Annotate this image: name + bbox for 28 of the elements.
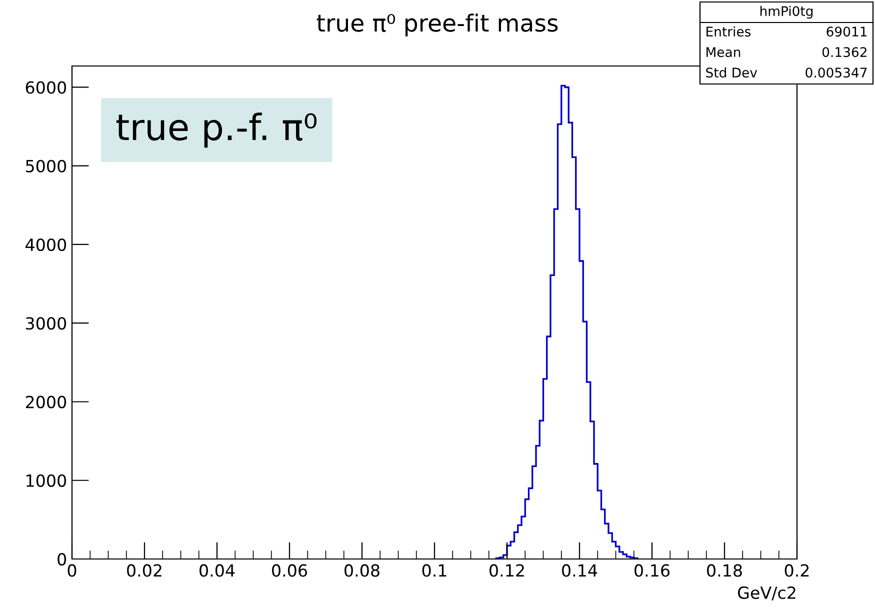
annotation: true p.-f. π⁰ <box>116 112 317 148</box>
y-tick-label: 0 <box>58 552 66 566</box>
x-tick-label: 0.04 <box>200 564 235 577</box>
y-tick-label: 3000 <box>26 317 66 330</box>
y-tick-label: 2000 <box>26 396 66 408</box>
text: 0.1362 <box>822 47 866 58</box>
text: hmPi0tg <box>760 6 813 19</box>
x-tick-label: 0.12 <box>490 564 524 577</box>
x-tick-label: 0.08 <box>344 564 380 577</box>
y-tick-label: 5000 <box>26 160 66 172</box>
x-tick-label: 0.18 <box>707 564 742 577</box>
y-tick-label: 1000 <box>26 474 66 487</box>
chart-title: true π⁰ pree-fit mass <box>316 14 558 36</box>
text: Mean <box>706 47 740 58</box>
x-tick-label: 0.06 <box>272 564 308 577</box>
y-tick-label: 6000 <box>26 81 66 94</box>
x-axis-title: GeV/c2 <box>738 586 796 600</box>
text: 69011 <box>826 26 867 37</box>
text: Entries <box>706 26 751 37</box>
x-tick-label: 0.02 <box>127 564 162 577</box>
x-tick-label: 0.2 <box>784 564 809 577</box>
y-tick-label: 4000 <box>26 238 66 252</box>
x-tick-label: 0.16 <box>634 564 670 577</box>
x-tick-label: 0.14 <box>562 564 598 577</box>
x-tick-label: 0.1 <box>422 564 446 577</box>
x-tick-label: 0 <box>68 564 76 577</box>
annotation: Std Dev <box>706 67 758 78</box>
text: 0.005347 <box>806 68 867 78</box>
